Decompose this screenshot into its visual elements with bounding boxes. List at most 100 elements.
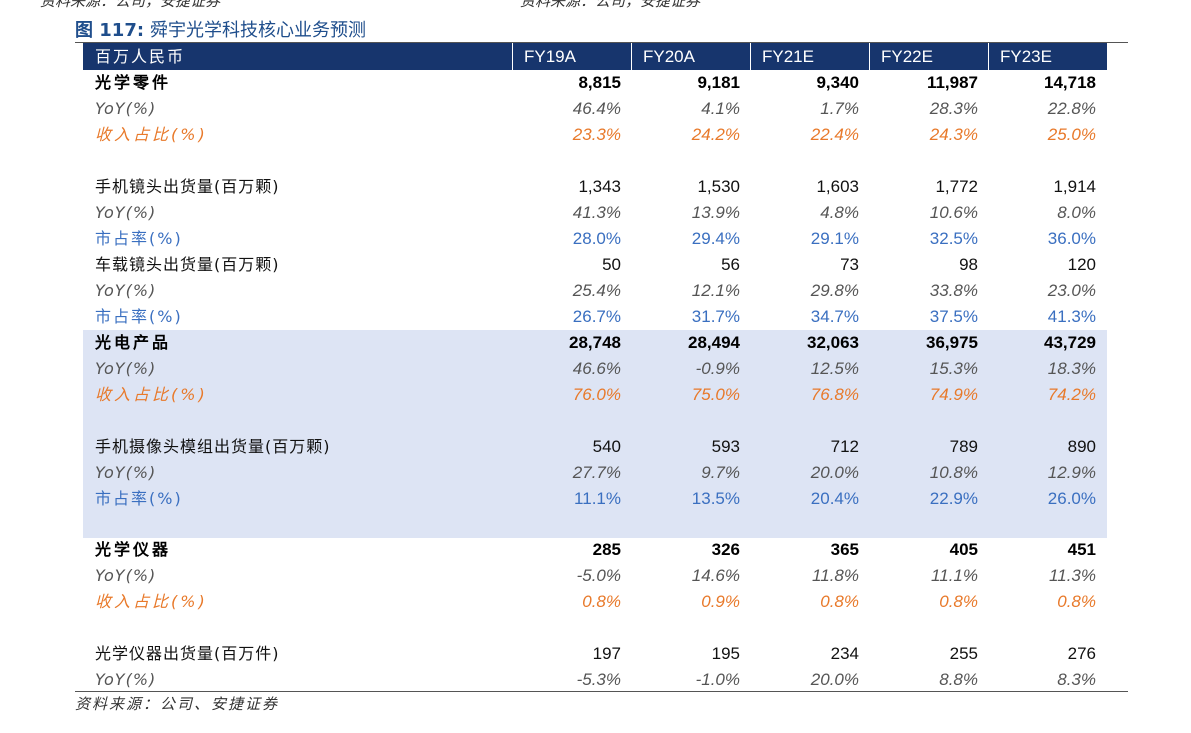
table-cell: 0.9%: [701, 592, 740, 611]
table-cell: 23.3%: [572, 125, 621, 144]
row-label: 市占率(%): [95, 229, 183, 248]
table-cell: 36.0%: [1047, 229, 1096, 248]
table-cell: 13.5%: [691, 489, 740, 508]
table-row: 收入占比(%) 0.8% 0.9% 0.8% 0.8% 0.8%: [83, 589, 1107, 615]
table-cell: -5.0%: [576, 566, 621, 585]
table-cell: 20.4%: [810, 489, 859, 508]
row-label: YoY(%): [95, 566, 157, 585]
table-cell: 712: [830, 437, 859, 456]
table-cell: 326: [711, 540, 740, 559]
header-divider: [869, 43, 870, 70]
table-cell: 31.7%: [691, 307, 740, 326]
table-row: 收入占比(%) 23.3% 24.2% 22.4% 24.3% 25.0%: [83, 122, 1107, 148]
table-cell: 197: [592, 644, 621, 663]
table-cell: 20.0%: [810, 463, 859, 482]
header-divider: [512, 43, 513, 70]
table-cell: 41.3%: [1047, 307, 1096, 326]
table-cell: 11.3%: [1049, 566, 1096, 585]
table-cell: 1,603: [816, 177, 859, 196]
table-cell: 10.6%: [929, 203, 978, 222]
row-label: 光学仪器: [95, 540, 172, 559]
table-cell: 120: [1067, 255, 1096, 274]
table-header: 百万人民币 FY19A FY20A FY21E FY22E FY23E: [83, 43, 1107, 70]
column-header: FY23E: [1000, 47, 1052, 66]
table-cell: 24.2%: [691, 125, 740, 144]
table-cell: -0.9%: [695, 359, 740, 378]
table-cell: 46.6%: [572, 359, 621, 378]
table-row: 光学零件 8,815 9,181 9,340 11,987 14,718: [83, 70, 1107, 96]
row-label: 光学零件: [95, 73, 172, 92]
table-cell: 1,530: [697, 177, 740, 196]
table-cell: 1,343: [578, 177, 621, 196]
table-cell: 0.8%: [582, 592, 621, 611]
table-cell: 365: [830, 540, 859, 559]
table-cell: 18.3%: [1047, 359, 1096, 378]
table-cell: 41.3%: [572, 203, 621, 222]
table-row: 市占率(%) 26.7% 31.7% 34.7% 37.5% 41.3%: [83, 304, 1107, 330]
table-cell: 28.0%: [572, 229, 621, 248]
table-cell: 276: [1067, 644, 1096, 663]
table-cell: 26.7%: [572, 307, 621, 326]
table-cell: 50: [602, 255, 621, 274]
table-cell: 34.7%: [810, 307, 859, 326]
row-label: 光学仪器出货量(百万件): [95, 644, 280, 663]
table-cell: 25.4%: [572, 281, 621, 300]
table-cell: 75.0%: [691, 385, 740, 404]
table-cell: 234: [830, 644, 859, 663]
table-cell: 43,729: [1044, 333, 1096, 352]
row-label: 手机摄像头模组出货量(百万颗): [95, 437, 331, 456]
source-note: 资料来源：公司、安捷证券: [75, 695, 280, 713]
table-cell: 9,340: [816, 73, 859, 92]
table-cell: 9.7%: [701, 463, 740, 482]
table-cell: 8,815: [578, 73, 621, 92]
table-cell: 195: [711, 644, 740, 663]
table-cell: 4.1%: [701, 99, 740, 118]
table-cell: 33.8%: [929, 281, 978, 300]
table-cell: 76.0%: [572, 385, 621, 404]
table-cell: 11.1%: [931, 566, 978, 585]
table-row: YoY(%) 25.4% 12.1% 29.8% 33.8% 23.0%: [83, 278, 1107, 304]
table-cell: 73: [840, 255, 859, 274]
table-row: YoY(%) 27.7% 9.7% 20.0% 10.8% 12.9%: [83, 460, 1107, 486]
table-row: 手机摄像头模组出货量(百万颗) 540 593 712 789 890: [83, 434, 1107, 460]
row-label: YoY(%): [95, 359, 157, 378]
table-cell: 28,748: [569, 333, 621, 352]
table-cell: 789: [949, 437, 978, 456]
table-cell: 405: [949, 540, 978, 559]
table-cell: 25.0%: [1047, 125, 1096, 144]
table-cell: 8.3%: [1057, 670, 1096, 689]
table-cell: 29.4%: [691, 229, 740, 248]
table-cell: 10.8%: [929, 463, 978, 482]
table-cell: 255: [949, 644, 978, 663]
table-cell: 29.8%: [810, 281, 859, 300]
table-cell: 0.8%: [820, 592, 859, 611]
table-cell: -5.3%: [576, 670, 621, 689]
table-cell: 15.3%: [929, 359, 978, 378]
table-cell: 74.9%: [929, 385, 978, 404]
figure-title: 图 117: 舜宇光学科技核心业务预测: [75, 16, 366, 42]
table-cell: 4.8%: [820, 203, 859, 222]
table-row: 收入占比(%) 76.0% 75.0% 76.8% 74.9% 74.2%: [83, 382, 1107, 408]
table-cell: 9,181: [697, 73, 740, 92]
row-label: YoY(%): [95, 670, 157, 689]
table-cell: 1.7%: [820, 99, 859, 118]
table-row: 手机镜头出货量(百万颗) 1,343 1,530 1,603 1,772 1,914: [83, 174, 1107, 200]
row-label: 收入占比(%): [95, 125, 208, 144]
row-label: 光电产品: [95, 333, 172, 352]
table-cell: 12.9%: [1047, 463, 1096, 482]
row-label: 收入占比(%): [95, 385, 208, 404]
table-row: 车载镜头出货量(百万颗) 50 56 73 98 120: [83, 252, 1107, 278]
table-cell: 76.8%: [810, 385, 859, 404]
table-cell: 28.3%: [929, 99, 978, 118]
table-row: 光电产品 28,748 28,494 32,063 36,975 43,729: [83, 330, 1107, 356]
figure-title-text: 舜宇光学科技核心业务预测: [150, 20, 367, 41]
table-row: 市占率(%) 28.0% 29.4% 29.1% 32.5% 36.0%: [83, 226, 1107, 252]
table-cell: 24.3%: [929, 125, 978, 144]
table-cell: 14.6%: [691, 566, 740, 585]
table-cell: 74.2%: [1047, 385, 1096, 404]
column-header: FY20A: [643, 47, 695, 66]
table-cell: 22.8%: [1047, 99, 1096, 118]
header-divider: [988, 43, 989, 70]
table-cell: 8.0%: [1057, 203, 1096, 222]
table-cell: 36,975: [926, 333, 978, 352]
